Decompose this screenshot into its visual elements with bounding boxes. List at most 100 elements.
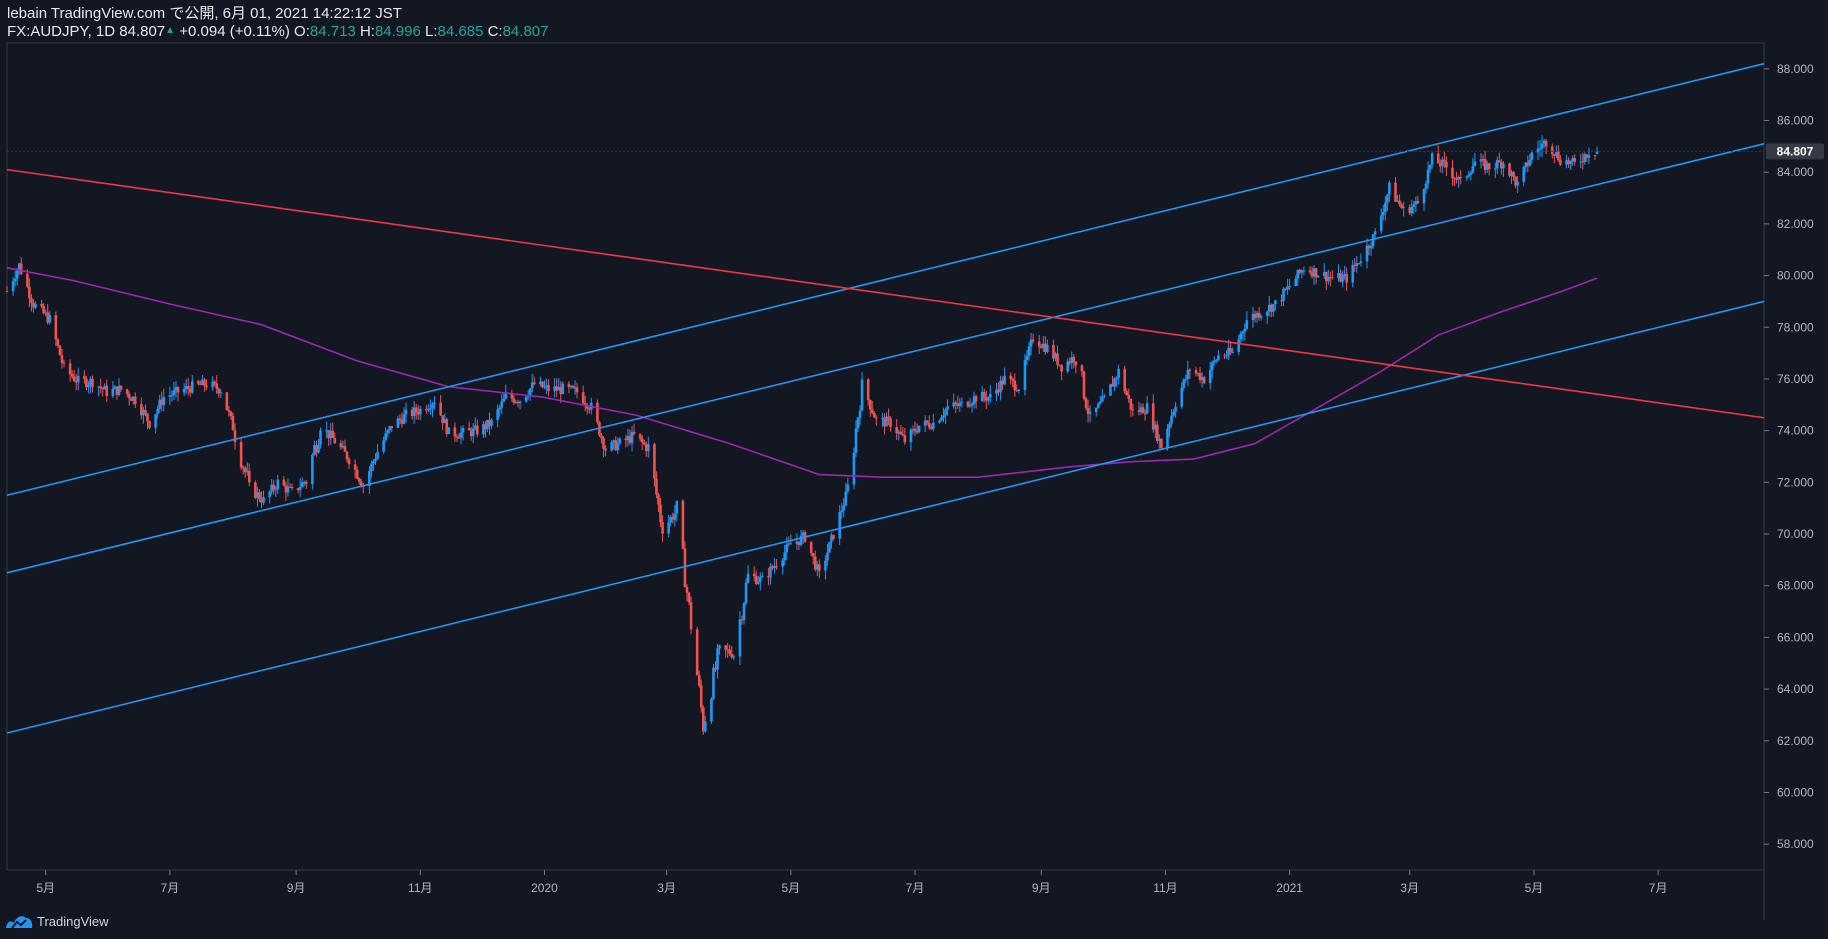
candle[interactable] [783, 544, 787, 566]
candle[interactable] [602, 436, 605, 458]
candle[interactable] [1483, 150, 1487, 175]
candle[interactable] [718, 644, 721, 655]
candle[interactable] [1398, 194, 1401, 207]
candle[interactable] [518, 400, 522, 410]
candle[interactable] [329, 423, 333, 446]
candle[interactable] [425, 404, 428, 414]
candle[interactable] [1280, 294, 1283, 307]
candle[interactable] [1096, 401, 1100, 409]
candle[interactable] [974, 394, 978, 409]
candle[interactable] [1371, 233, 1375, 249]
candle[interactable] [612, 439, 616, 450]
candle[interactable] [624, 434, 628, 448]
candle[interactable] [1259, 314, 1263, 321]
candle[interactable] [459, 426, 463, 445]
candle[interactable] [930, 424, 933, 431]
candle[interactable] [883, 413, 886, 435]
candle[interactable] [144, 404, 147, 417]
candle[interactable] [1052, 339, 1055, 362]
candle[interactable] [227, 405, 231, 417]
candle[interactable] [473, 417, 477, 431]
candle[interactable] [429, 399, 432, 415]
candle[interactable] [317, 439, 320, 454]
candle[interactable] [1265, 310, 1269, 325]
candle[interactable] [1445, 156, 1448, 177]
candle[interactable] [1426, 161, 1430, 189]
candle[interactable] [127, 391, 131, 406]
candle[interactable] [1343, 265, 1346, 280]
candle[interactable] [111, 381, 115, 398]
candle[interactable] [410, 407, 414, 420]
candle[interactable] [1123, 365, 1127, 394]
candle[interactable] [1011, 377, 1015, 388]
candle[interactable] [726, 642, 730, 658]
candle[interactable] [445, 417, 449, 437]
candle[interactable] [447, 427, 451, 435]
candle[interactable] [288, 482, 292, 488]
candle[interactable] [901, 426, 905, 437]
candle[interactable] [1094, 407, 1098, 417]
candle[interactable] [1540, 135, 1544, 158]
candle[interactable] [1068, 357, 1072, 366]
candle[interactable] [704, 715, 707, 733]
candle[interactable] [1027, 341, 1031, 361]
candle[interactable] [575, 382, 579, 399]
candle[interactable] [773, 557, 776, 574]
candle[interactable] [1251, 306, 1255, 328]
candle[interactable] [1194, 366, 1198, 377]
candle[interactable] [683, 541, 687, 588]
candle[interactable] [1243, 323, 1247, 341]
candle[interactable] [1410, 199, 1414, 217]
candle[interactable] [1143, 409, 1147, 421]
candle[interactable] [1514, 176, 1517, 189]
candle[interactable] [115, 386, 119, 400]
candle[interactable] [1481, 154, 1485, 167]
candle[interactable] [838, 505, 841, 545]
candle[interactable] [1355, 256, 1359, 273]
candle[interactable] [382, 436, 385, 454]
candle[interactable] [889, 416, 892, 432]
candle[interactable] [761, 572, 764, 578]
candle[interactable] [1441, 156, 1444, 174]
candle[interactable] [154, 413, 157, 434]
candle[interactable] [427, 404, 430, 413]
candle[interactable] [1414, 196, 1418, 213]
candle[interactable] [1227, 339, 1230, 361]
candle[interactable] [982, 388, 986, 403]
candle[interactable] [1359, 253, 1363, 267]
candle[interactable] [156, 405, 159, 419]
candle[interactable] [1001, 376, 1004, 391]
candle[interactable] [87, 381, 90, 394]
candle[interactable] [1113, 377, 1116, 392]
candle[interactable] [1170, 409, 1173, 428]
candle[interactable] [984, 390, 988, 410]
candle[interactable] [176, 386, 180, 402]
candle[interactable] [99, 378, 102, 394]
candle[interactable] [1571, 155, 1574, 166]
candle[interactable] [1300, 269, 1304, 279]
candle[interactable] [311, 452, 314, 490]
candle[interactable] [744, 578, 748, 606]
candle[interactable] [1312, 265, 1316, 285]
candle[interactable] [431, 401, 434, 417]
candle[interactable] [911, 425, 915, 435]
candle[interactable] [404, 402, 408, 423]
candle[interactable] [530, 373, 534, 393]
candle[interactable] [1357, 263, 1361, 265]
candle[interactable] [376, 443, 379, 460]
candle[interactable] [1270, 303, 1273, 318]
candle[interactable] [1524, 161, 1528, 173]
candle[interactable] [28, 278, 31, 307]
candle[interactable] [970, 401, 974, 413]
candle[interactable] [247, 463, 251, 487]
candle[interactable] [1327, 269, 1330, 285]
candle[interactable] [732, 654, 736, 661]
candle[interactable] [201, 374, 204, 386]
candle[interactable] [1137, 401, 1141, 416]
candle[interactable] [103, 383, 107, 390]
candle[interactable] [1111, 375, 1114, 387]
candle[interactable] [980, 386, 984, 402]
candle[interactable] [1457, 175, 1460, 189]
candle[interactable] [1308, 266, 1312, 275]
candle[interactable] [174, 381, 178, 398]
